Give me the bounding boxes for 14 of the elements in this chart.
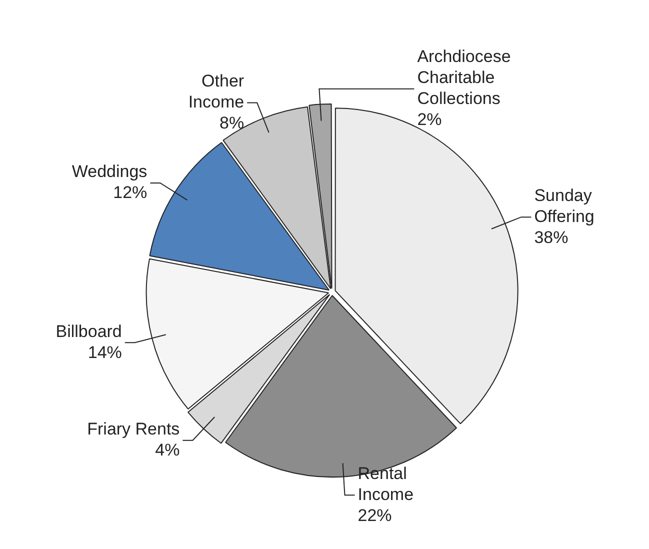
- slice-label: Rental Income: [358, 464, 414, 504]
- data-label: 12%: [113, 183, 148, 202]
- slice-label: Weddings: [72, 162, 148, 182]
- data-label: 22%: [358, 506, 392, 525]
- data-label: 8%: [220, 113, 244, 132]
- data-label: 2%: [417, 110, 442, 130]
- data-label: 4%: [155, 440, 180, 460]
- slice-label: Friary Rents: [87, 420, 180, 439]
- slice-label: Other Income: [188, 71, 244, 112]
- slice-label: Sunday Offering: [534, 186, 594, 226]
- data-label: 38%: [534, 228, 568, 247]
- data-label: 14%: [88, 342, 122, 362]
- slice-label: Billboard: [56, 322, 122, 341]
- slice-label: Archdiocese Charitable Collections: [417, 47, 511, 108]
